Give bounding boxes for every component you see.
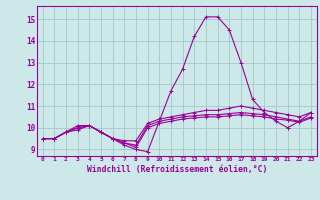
X-axis label: Windchill (Refroidissement éolien,°C): Windchill (Refroidissement éolien,°C) (87, 165, 267, 174)
